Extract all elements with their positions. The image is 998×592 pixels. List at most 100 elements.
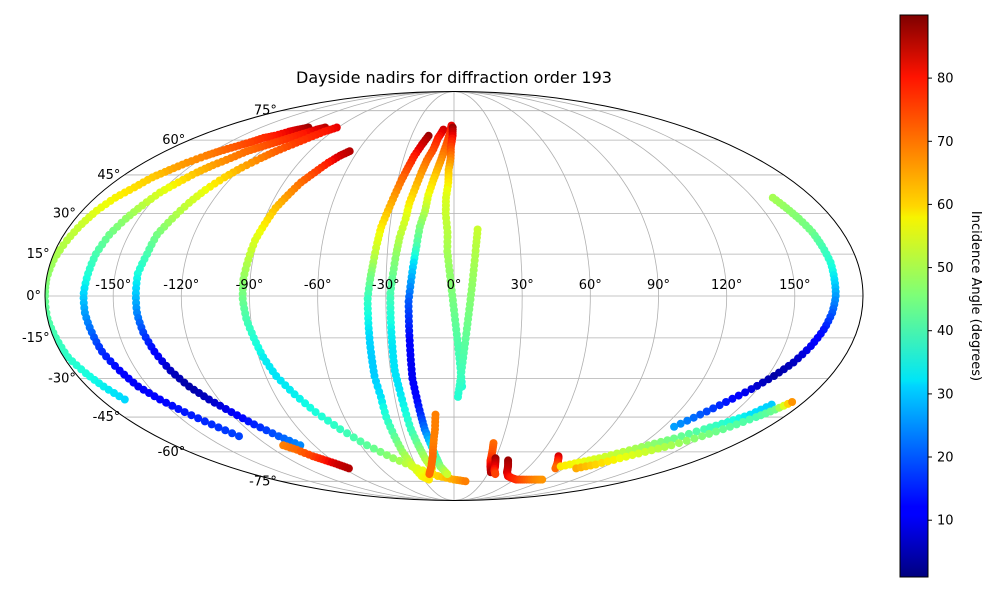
data-point	[330, 421, 339, 429]
data-point	[200, 417, 209, 426]
data-point	[647, 446, 656, 455]
data-point	[660, 443, 669, 451]
colorbar-tick-label: 10	[937, 514, 954, 529]
latitude-tick-labels: 75° 60° 45° 30° 15° 0° -15° -30° -45° -60° -75°	[22, 104, 277, 490]
data-point	[491, 470, 500, 479]
data-point	[120, 395, 129, 404]
lon-tick-label: -30°	[372, 278, 400, 293]
data-point	[734, 391, 743, 400]
chart-title: Dayside nadirs for diffraction order 193	[296, 68, 612, 87]
data-point	[696, 410, 705, 419]
data-point	[306, 403, 315, 412]
lat-tick-label: 45°	[97, 168, 120, 183]
data-point	[709, 404, 718, 413]
data-point	[156, 395, 164, 404]
data-point	[722, 398, 730, 406]
colorbar-ticks: 10 20 30 40 50 60 70 80	[928, 72, 954, 529]
data-point	[194, 414, 203, 423]
data-point	[609, 455, 618, 464]
data-point	[745, 415, 754, 424]
data-point	[45, 292, 49, 300]
data-point	[788, 398, 797, 406]
data-point	[712, 427, 720, 436]
data-point	[395, 456, 404, 465]
data-point	[268, 429, 277, 438]
data-point	[389, 454, 398, 463]
data-point	[692, 427, 701, 436]
data-point	[591, 460, 600, 469]
data-point	[689, 413, 698, 422]
data-point	[684, 429, 693, 438]
colorbar: 10 20 30 40 50 60 70 80 Incidence Angle (degree…	[899, 14, 983, 578]
colorbar-tick-label: 40	[937, 324, 954, 339]
data-point	[228, 429, 237, 438]
data-point	[461, 477, 470, 486]
lon-tick-label: 90°	[647, 278, 670, 293]
lon-tick-label: 120°	[711, 278, 742, 293]
colorbar-tick-label: 20	[937, 451, 954, 466]
colorbar-tick-label: 70	[937, 135, 954, 150]
lat-tick-label: 75°	[254, 104, 277, 119]
colorbar-tick-label: 60	[937, 198, 954, 213]
lat-tick-label: 15°	[27, 247, 50, 262]
data-point	[628, 451, 637, 460]
data-point	[732, 420, 741, 429]
lon-tick-label: -90°	[236, 278, 264, 293]
data-point	[597, 458, 606, 467]
data-point	[690, 434, 699, 443]
data-point	[677, 432, 686, 441]
data-point	[207, 420, 216, 429]
data-point	[641, 447, 650, 456]
data-point	[382, 451, 391, 460]
longitude-tick-labels: -150° -120° -90° -60° -30° 0° 30° 60° 90° 120° 150…	[95, 278, 810, 293]
data-point	[654, 444, 663, 453]
data-point	[705, 429, 714, 438]
data-point	[682, 436, 691, 445]
lat-tick-label: -30°	[48, 372, 76, 387]
data-point	[214, 423, 223, 432]
lon-tick-label: 0°	[447, 278, 462, 293]
data-point	[538, 475, 547, 484]
data-point	[376, 447, 385, 456]
data-point	[174, 405, 183, 413]
data-point	[317, 412, 326, 421]
data-point	[344, 464, 353, 473]
data-point	[741, 388, 750, 397]
data-point	[221, 426, 230, 435]
colorbar-tick-label: 50	[937, 261, 954, 276]
data-point	[349, 433, 358, 442]
data-point	[295, 394, 304, 403]
data-point	[670, 422, 679, 431]
lat-tick-label: -60°	[158, 445, 186, 460]
data-point	[603, 457, 612, 466]
data-point	[363, 441, 371, 450]
data-point	[256, 423, 265, 432]
data-point	[715, 401, 724, 410]
data-point	[675, 439, 683, 448]
map-outline	[44, 91, 864, 501]
data-point	[739, 418, 748, 426]
mollweide-map: -150° -120° -90° -60° -30° 0° 30° 60° 90° 120° 150…	[22, 91, 864, 501]
lat-tick-label: 60°	[162, 133, 185, 148]
data-point	[726, 422, 734, 431]
data-point	[162, 398, 171, 407]
colorbar-tick-label: 80	[937, 72, 954, 87]
data-point	[454, 392, 462, 401]
data-point	[443, 470, 452, 479]
lat-tick-label: -45°	[93, 410, 121, 425]
data-point	[168, 401, 177, 410]
data-point	[676, 419, 685, 428]
data-point	[235, 432, 243, 441]
data-point	[728, 394, 737, 403]
data-point	[719, 425, 727, 434]
data-point	[290, 390, 299, 399]
data-point	[250, 420, 259, 429]
data-point	[634, 449, 643, 458]
lat-tick-label: -75°	[249, 474, 277, 489]
lon-tick-label: 150°	[779, 278, 810, 293]
lon-tick-label: 60°	[579, 278, 602, 293]
data-point	[425, 470, 434, 479]
data-point	[667, 441, 676, 450]
data-point	[711, 421, 720, 430]
